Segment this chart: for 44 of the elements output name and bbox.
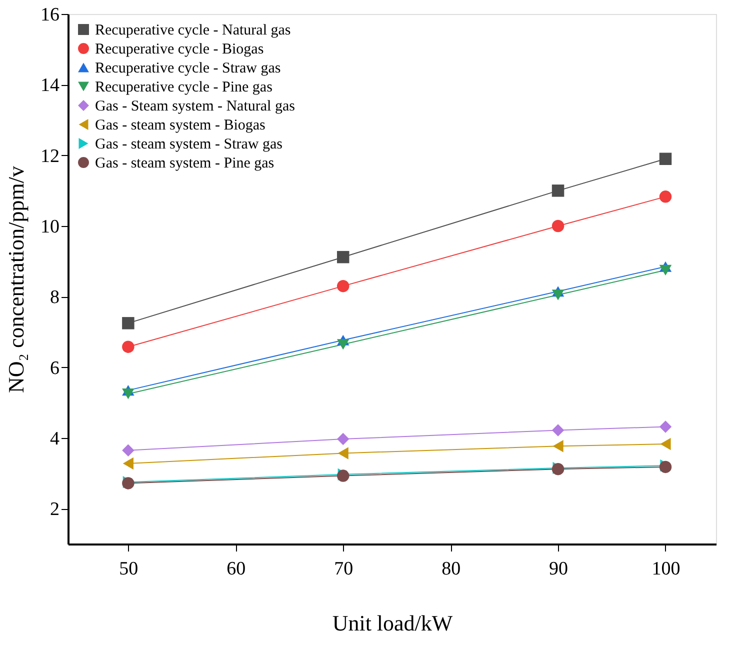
legend-label: Recuperative cycle - Natural gas <box>95 22 291 38</box>
point <box>338 447 348 460</box>
y-tick-label: 4 <box>50 428 60 450</box>
x-tick-label: 90 <box>549 558 568 580</box>
x-tick-label: 70 <box>334 558 354 580</box>
legend-label: Recuperative cycle - Straw gas <box>95 60 281 76</box>
point <box>659 420 672 433</box>
legend-label: Gas - Steam system - Natural gas <box>95 98 296 114</box>
point <box>122 444 134 456</box>
point <box>660 438 671 450</box>
y-tick-label: 16 <box>40 4 60 26</box>
point <box>336 339 350 350</box>
y-tick-label: 6 <box>50 358 60 379</box>
y-tick-label: 2 <box>50 499 60 520</box>
point <box>336 280 350 292</box>
y-axis-title: NO₂ concentration/ppm/v <box>4 166 28 394</box>
point <box>336 250 350 264</box>
x-axis-title: Unit load/kW <box>332 610 453 636</box>
point <box>552 184 564 197</box>
point <box>552 290 564 300</box>
point <box>122 340 134 353</box>
legend-label: Gas - steam system - Biogas <box>95 118 266 134</box>
x-tick-label: 100 <box>652 558 680 580</box>
point <box>122 457 134 470</box>
x-tick-label: 60 <box>226 558 246 580</box>
point <box>659 152 672 165</box>
point <box>122 388 134 400</box>
y-tick-label: 14 <box>40 75 60 96</box>
point <box>336 432 350 446</box>
point <box>122 317 134 330</box>
legend-label: Recuperative cycle - Pine gas <box>95 80 273 96</box>
x-tick-label: 50 <box>119 558 138 580</box>
y-tick-label: 8 <box>50 287 60 308</box>
point <box>659 264 672 276</box>
y-tick-label: 12 <box>40 146 60 167</box>
y-tick-label: 10 <box>40 216 60 238</box>
legend-label: Gas - steam system - Straw gas <box>95 136 283 152</box>
legend-label: Gas - steam system - Pine gas <box>95 156 274 172</box>
point <box>552 424 564 436</box>
x-tick-label: 80 <box>442 558 461 580</box>
point <box>659 190 672 203</box>
point <box>552 220 564 232</box>
point <box>552 440 564 452</box>
legend-label: Recuperative cycle - Biogas <box>95 42 264 58</box>
